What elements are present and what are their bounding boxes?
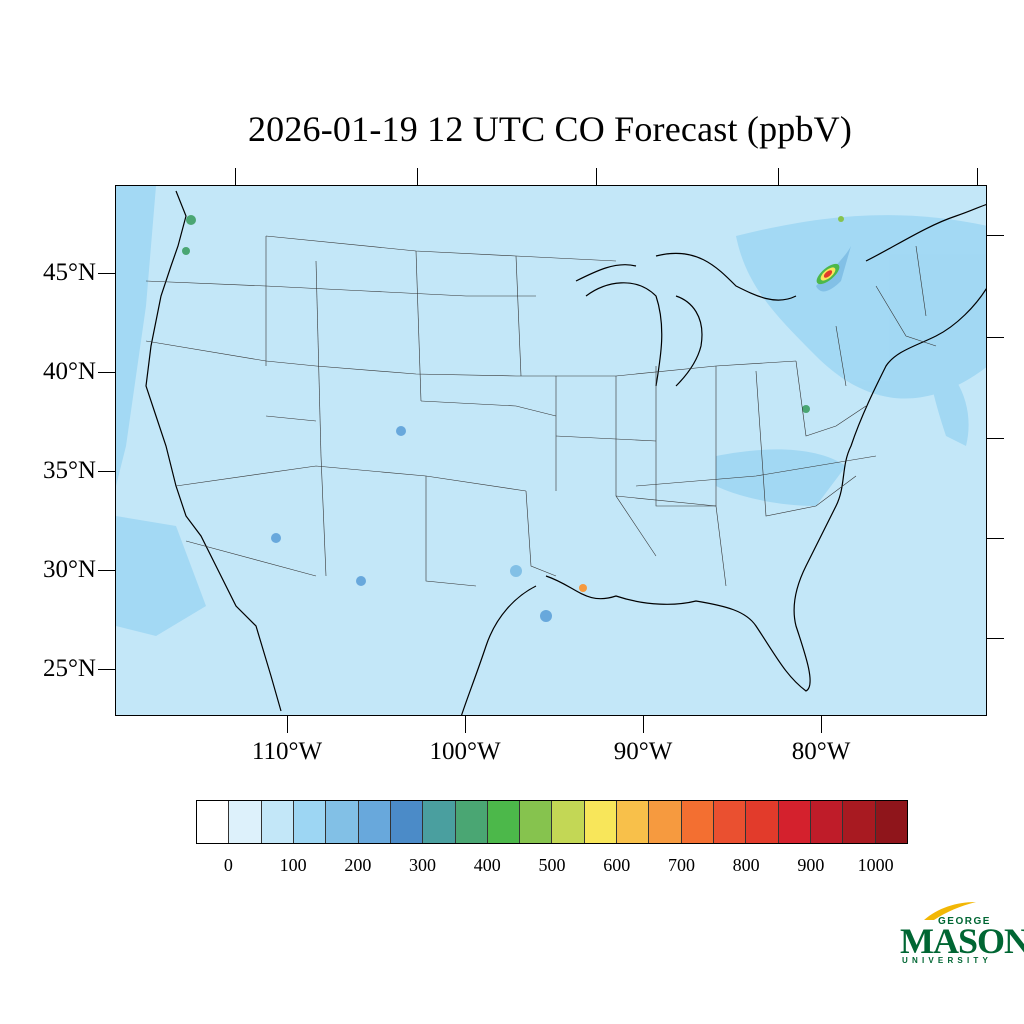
lat-label-25: 25°N <box>42 655 96 682</box>
lon-label-80: 80°W <box>791 738 851 765</box>
lon-label-100: 100°W <box>429 738 501 765</box>
colorbar-swatch <box>520 801 553 843</box>
state-borders <box>145 235 937 587</box>
co-plumes <box>116 186 986 636</box>
us-map-svg <box>116 186 986 715</box>
left-tick <box>98 669 115 670</box>
right-tick <box>987 235 1004 236</box>
colorbar-swatch <box>746 801 779 843</box>
bottom-tick <box>287 716 288 733</box>
colorbar-tick-label: 800 <box>732 855 760 875</box>
colorbar-swatch <box>229 801 262 843</box>
colorbar-tick-label: 200 <box>344 855 372 875</box>
colorbar-swatch <box>197 801 230 843</box>
colorbar-swatch <box>455 801 488 843</box>
colorbar-swatch <box>358 801 391 843</box>
lon-label-90: 90°W <box>613 738 673 765</box>
left-tick <box>98 372 115 373</box>
top-tick <box>417 168 418 185</box>
colorbar-tick-label: 700 <box>667 855 695 875</box>
colorbar-swatch <box>552 801 585 843</box>
colorbar-tick-label: 300 <box>409 855 437 875</box>
colorbar-tick-label: 100 <box>279 855 307 875</box>
left-tick <box>98 570 115 571</box>
colorbar-swatch <box>681 801 714 843</box>
bottom-tick <box>465 716 466 733</box>
colorbar <box>196 800 908 844</box>
top-tick <box>235 168 236 185</box>
colorbar-swatch <box>584 801 618 843</box>
colorbar-tick-label: 500 <box>538 855 566 875</box>
left-tick <box>98 273 115 274</box>
top-tick <box>596 168 597 185</box>
right-tick <box>987 638 1004 639</box>
colorbar-swatch <box>326 801 359 843</box>
map-title: 2026-01-19 12 UTC CO Forecast (ppbV) <box>247 109 853 149</box>
map-panel <box>115 185 987 716</box>
top-tick <box>778 168 779 185</box>
colorbar-tick-label: 600 <box>603 855 631 875</box>
co-hotspots <box>182 215 851 622</box>
logo-line2: MASON <box>900 921 1024 961</box>
logo-line1: GEORGE <box>938 916 991 927</box>
right-tick <box>987 538 1004 539</box>
colorbar-tick-label: 900 <box>797 855 825 875</box>
right-tick <box>987 438 1004 439</box>
logo-line3: UNIVERSITY <box>902 956 993 965</box>
left-tick <box>98 471 115 472</box>
bottom-tick <box>821 716 822 733</box>
coastlines <box>145 190 986 715</box>
colorbar-swatch <box>423 801 456 843</box>
colorbar-swatch <box>261 801 294 843</box>
colorbar-swatch <box>714 801 747 843</box>
colorbar-swatch <box>810 801 844 843</box>
colorbar-swatch <box>778 801 811 843</box>
lat-label-45: 45°N <box>42 259 96 286</box>
bottom-tick <box>643 716 644 733</box>
colorbar-swatch <box>875 801 907 843</box>
colorbar-tick-label: 0 <box>223 855 233 875</box>
lon-label-110: 110°W <box>251 738 323 765</box>
swoosh-icon <box>924 902 976 920</box>
top-tick <box>977 168 978 185</box>
lat-label-40: 40°N <box>42 358 96 385</box>
colorbar-swatch <box>390 801 424 843</box>
colorbar-tick-label: 1000 <box>857 855 894 875</box>
lat-label-30: 30°N <box>42 556 96 583</box>
colorbar-swatch <box>293 801 327 843</box>
colorbar-swatch <box>843 801 876 843</box>
colorbar-swatch <box>487 801 521 843</box>
gmu-logo: GEORGE MASON UNIVERSITY <box>900 900 1024 970</box>
colorbar-swatch <box>617 801 650 843</box>
lat-label-35: 35°N <box>42 457 96 484</box>
right-tick <box>987 337 1004 338</box>
colorbar-swatch <box>649 801 682 843</box>
colorbar-tick-label: 400 <box>473 855 501 875</box>
